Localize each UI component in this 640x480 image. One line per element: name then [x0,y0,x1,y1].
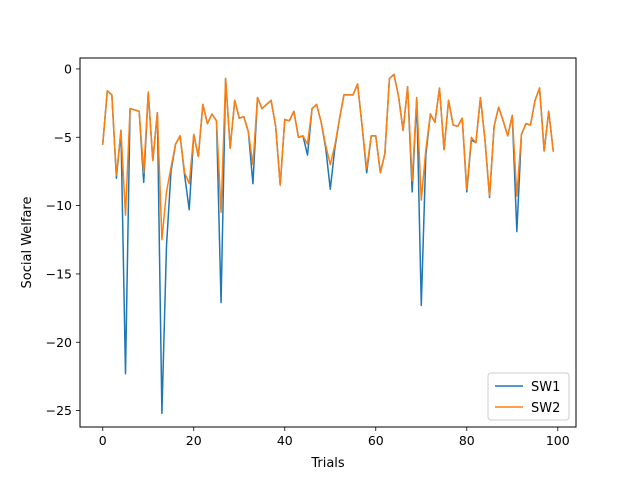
legend-box [487,372,570,421]
y-axis-label: Social Welfare [20,197,35,289]
legend-label-sw2: SW2 [531,401,560,416]
plot-frame [79,57,577,428]
x-tick-label: 0 [99,433,107,448]
x-axis-label: Trials [310,456,345,471]
x-axis: 0 20 40 60 80 100 [99,427,570,448]
x-tick-label: 20 [186,433,202,448]
series-layer [101,73,555,415]
x-tick-label: 60 [368,433,384,448]
y-tick-label: −20 [46,335,72,350]
x-tick-label: 80 [459,433,475,448]
y-tick-label: −15 [46,266,72,281]
legend-label-sw1: SW1 [531,380,560,395]
x-tick-label: 100 [546,433,570,448]
y-tick-label: −10 [46,198,72,213]
y-axis: 0 −5 −10 −15 −20 −25 [46,61,80,418]
series-line-sw2 [101,73,555,241]
y-tick-label: −25 [46,403,72,418]
y-tick-label: 0 [64,61,72,76]
y-tick-label: −5 [54,130,72,145]
x-tick-label: 40 [277,433,293,448]
